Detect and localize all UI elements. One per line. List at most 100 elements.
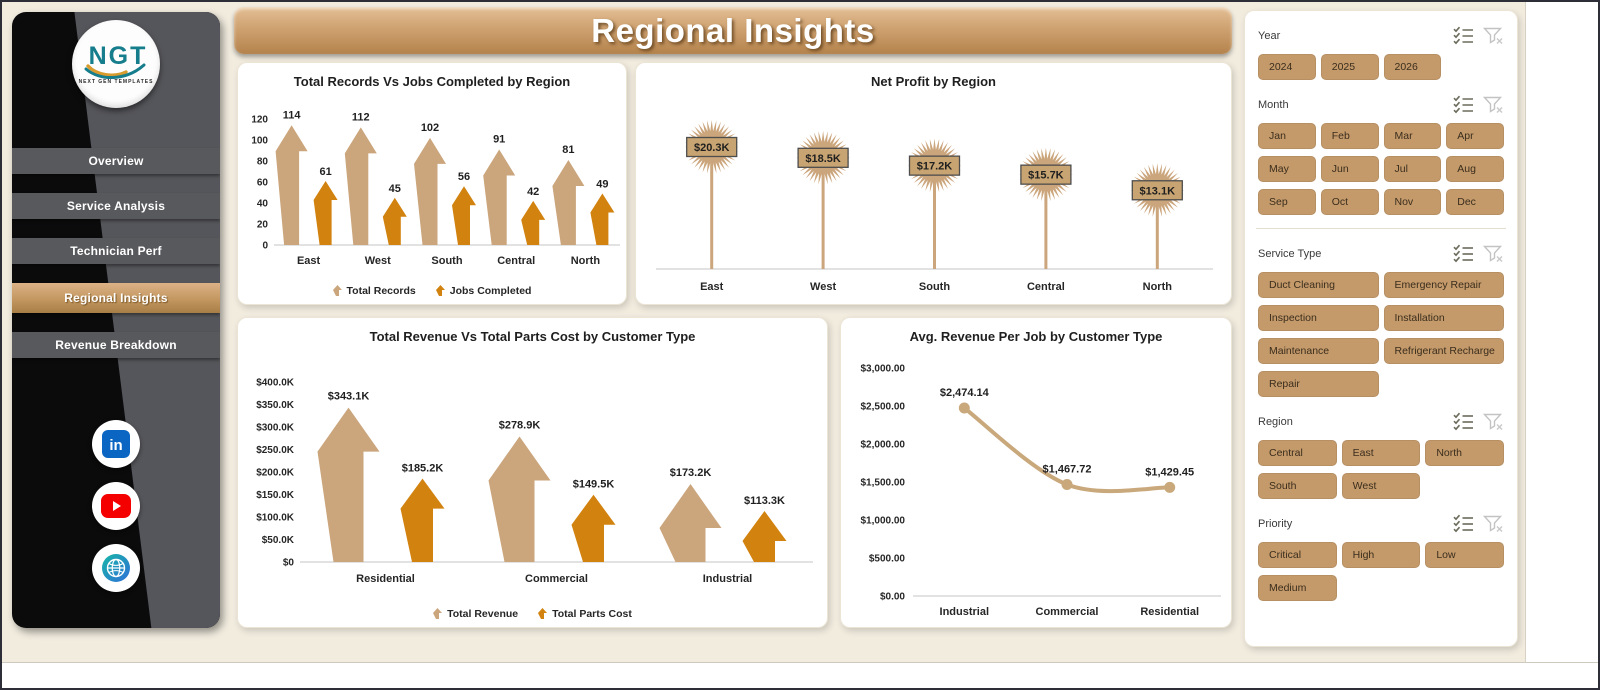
- svg-text:$0: $0: [283, 558, 295, 569]
- filter-label-priority: Priority: [1258, 517, 1293, 530]
- filter-option-mar[interactable]: Mar: [1383, 123, 1442, 149]
- filter-option-2025[interactable]: 2025: [1320, 54, 1379, 80]
- svg-text:in: in: [109, 437, 122, 454]
- svg-text:$15.7K: $15.7K: [1028, 170, 1064, 182]
- funnel-x-icon[interactable]: [1483, 515, 1504, 533]
- filter-header: Year: [1258, 26, 1504, 45]
- records-vs-jobs-chart: 120 100 80 60 40 20 0 114 61 East 112 45 West 102 56 So…: [251, 109, 620, 267]
- svg-text:$1,429.45: $1,429.45: [1145, 466, 1194, 478]
- svg-text:60: 60: [257, 178, 269, 189]
- sidebar-item-service-analysis[interactable]: Service Analysis: [12, 193, 220, 219]
- filter-option-oct[interactable]: Oct: [1320, 189, 1379, 215]
- svg-text:North: North: [571, 255, 601, 267]
- legend-arrow-icon: [332, 285, 342, 296]
- legend-item-total-records: Total Records: [332, 284, 416, 297]
- filter-option-sep[interactable]: Sep: [1258, 189, 1316, 215]
- funnel-x-icon[interactable]: [1483, 27, 1504, 45]
- revenue-vs-parts-title: Total Revenue Vs Total Parts Cost by Cus…: [369, 329, 696, 344]
- filter-option-north[interactable]: North: [1425, 440, 1504, 466]
- filter-option-duct-cleaning[interactable]: Duct Cleaning: [1258, 272, 1379, 298]
- filter-header-icons: [1453, 244, 1504, 263]
- svg-text:NGT: NGT: [89, 42, 148, 70]
- youtube-button[interactable]: [92, 482, 140, 530]
- sidebar-item-overview[interactable]: Overview: [12, 148, 220, 174]
- svg-text:$149.5K: $149.5K: [573, 479, 615, 491]
- svg-text:$3,000.00: $3,000.00: [861, 364, 906, 375]
- svg-text:45: 45: [389, 183, 401, 195]
- svg-text:0: 0: [262, 241, 268, 252]
- filter-option-2026[interactable]: 2026: [1383, 54, 1442, 80]
- filter-option-refrigerant-recharge[interactable]: Refrigerant Recharge: [1383, 338, 1504, 364]
- filter-label-month: Month: [1258, 98, 1289, 111]
- filter-options-grid: Central East North South West: [1258, 440, 1504, 499]
- filter-header: Priority: [1258, 514, 1504, 533]
- title-banner: Regional Insights: [234, 7, 1232, 54]
- filter-panel: Year 2024 2025 2026 Month Jan Feb Mar Apr May Jun J…: [1244, 10, 1518, 647]
- checklist-icon[interactable]: [1453, 514, 1474, 533]
- filter-option-west[interactable]: West: [1341, 473, 1421, 499]
- funnel-x-icon[interactable]: [1483, 245, 1504, 263]
- filter-option-jan[interactable]: Jan: [1258, 123, 1316, 149]
- svg-text:120: 120: [251, 115, 268, 126]
- filter-option-maintenance[interactable]: Maintenance: [1258, 338, 1379, 364]
- filter-option-2024[interactable]: 2024: [1258, 54, 1316, 80]
- filter-option-repair[interactable]: Repair: [1258, 371, 1379, 397]
- svg-text:$278.9K: $278.9K: [499, 419, 541, 431]
- filter-options-grid: Jan Feb Mar Apr May Jun Jul Aug Sep Oct Nov Dec: [1258, 123, 1504, 215]
- filter-option-feb[interactable]: Feb: [1320, 123, 1379, 149]
- filter-option-may[interactable]: May: [1258, 156, 1316, 182]
- filter-option-apr[interactable]: Apr: [1446, 123, 1504, 149]
- filter-option-dec[interactable]: Dec: [1446, 189, 1504, 215]
- linkedin-button[interactable]: in: [92, 420, 140, 468]
- filter-option-emergency-repair[interactable]: Emergency Repair: [1383, 272, 1504, 298]
- website-button[interactable]: [92, 544, 140, 592]
- filter-header: Region: [1258, 412, 1504, 431]
- svg-text:$173.2K: $173.2K: [670, 467, 712, 479]
- svg-text:$150.0K: $150.0K: [256, 490, 295, 501]
- sidebar-item-technician-perf[interactable]: Technician Perf: [12, 238, 220, 264]
- svg-text:Residential: Residential: [356, 573, 415, 585]
- funnel-x-icon[interactable]: [1483, 413, 1504, 431]
- checklist-icon[interactable]: [1453, 412, 1474, 431]
- filter-header-icons: [1453, 95, 1504, 114]
- svg-text:South: South: [919, 281, 950, 293]
- filter-option-jun[interactable]: Jun: [1320, 156, 1379, 182]
- legend-item-jobs-completed: Jobs Completed: [435, 284, 531, 297]
- svg-text:$0.00: $0.00: [880, 592, 905, 603]
- filter-option-south[interactable]: South: [1258, 473, 1337, 499]
- ngt-logo-icon: NGT NEXT GEN TEMPLATES: [79, 42, 153, 85]
- filter-option-critical[interactable]: Critical: [1258, 542, 1337, 568]
- svg-text:Residential: Residential: [1140, 606, 1199, 618]
- filter-option-central[interactable]: Central: [1258, 440, 1337, 466]
- svg-text:100: 100: [251, 136, 268, 147]
- filter-option-aug[interactable]: Aug: [1446, 156, 1504, 182]
- sidebar-item-regional-insights[interactable]: Regional Insights: [12, 283, 220, 313]
- filter-option-medium[interactable]: Medium: [1258, 575, 1337, 601]
- svg-text:$100.0K: $100.0K: [256, 513, 295, 524]
- filter-option-jul[interactable]: Jul: [1383, 156, 1442, 182]
- filter-group-priority: Priority Critical High Low Medium: [1258, 514, 1504, 601]
- checklist-icon[interactable]: [1453, 244, 1474, 263]
- svg-text:$500.00: $500.00: [869, 554, 906, 565]
- filter-option-east[interactable]: East: [1341, 440, 1421, 466]
- filter-option-high[interactable]: High: [1341, 542, 1421, 568]
- sidebar-nav: Overview Service Analysis Technician Perf R…: [12, 148, 220, 358]
- svg-text:40: 40: [257, 199, 269, 210]
- avg-revenue-card: Avg. Revenue Per Job by Customer Type $3…: [840, 317, 1232, 628]
- filter-header-icons: [1453, 412, 1504, 431]
- checklist-icon[interactable]: [1453, 26, 1474, 45]
- filter-option-nov[interactable]: Nov: [1383, 189, 1442, 215]
- filter-option-low[interactable]: Low: [1425, 542, 1504, 568]
- filter-option-installation[interactable]: Installation: [1383, 305, 1504, 331]
- svg-text:$350.0K: $350.0K: [256, 400, 295, 411]
- svg-text:$13.1K: $13.1K: [1140, 185, 1176, 197]
- records-vs-jobs-card: Total Records Vs Jobs Completed by Regio…: [237, 62, 627, 305]
- sidebar-item-revenue-breakdown[interactable]: Revenue Breakdown: [12, 332, 220, 358]
- svg-text:$2,500.00: $2,500.00: [861, 402, 906, 413]
- funnel-x-icon[interactable]: [1483, 96, 1504, 114]
- filter-option-inspection[interactable]: Inspection: [1258, 305, 1379, 331]
- filter-header: Service Type: [1258, 244, 1504, 263]
- filter-label-service-type: Service Type: [1258, 247, 1322, 260]
- checklist-icon[interactable]: [1453, 95, 1474, 114]
